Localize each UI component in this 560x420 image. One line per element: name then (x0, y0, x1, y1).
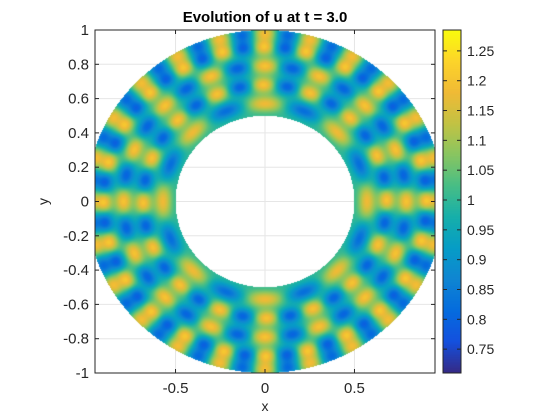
colorbar-tick-label: 0.75 (467, 341, 494, 357)
colorbar-tick-label: 1.2 (467, 73, 487, 89)
y-tick-label: -1 (76, 365, 89, 382)
colorbar-tick-label: 1.05 (467, 162, 494, 178)
y-tick-label: 1 (81, 22, 89, 39)
colorbar-tick-label: 1 (467, 192, 475, 208)
colorbar-tick-label: 0.9 (467, 252, 487, 268)
x-tick-label: 0 (261, 380, 269, 397)
chart-title: Evolution of u at t = 3.0 (183, 9, 348, 26)
y-tick-label: -0.8 (63, 331, 89, 348)
y-tick-label: 0 (81, 194, 89, 211)
colorbar-tick-label: 0.85 (467, 281, 494, 297)
colorbar-tick-label: 1.1 (467, 132, 487, 148)
y-tick-label: 0.4 (68, 125, 89, 142)
colorbar-ticks: 0.75 0.8 0.85 0.9 0.95 1 1.05 1.1 1.15 1.2 1.25 (443, 43, 494, 357)
colorbar-box (442, 29, 462, 374)
plot-area: -0.5 0 0.5 -1 -0.8 -0.6 -0.4 -0.2 0 0.2 0.4 0.6 0.8… (63, 22, 436, 397)
colorbar-gradient (443, 30, 461, 373)
y-tick-label: -0.4 (63, 262, 89, 279)
y-tick-label: 0.8 (68, 56, 89, 73)
x-ticks: -0.5 0 0.5 (163, 30, 365, 397)
colorbar-tick-label: 0.95 (467, 222, 494, 238)
colorbar-tick-label: 0.8 (467, 311, 487, 327)
heatmap-field (95, 30, 435, 373)
colorbar-tick-label: 1.15 (467, 103, 494, 119)
y-axis-label: y (35, 198, 51, 205)
y-tick-label: -0.2 (63, 228, 89, 245)
y-ticks: -1 -0.8 -0.6 -0.4 -0.2 0 0.2 0.4 0.6 0.8 1 (63, 22, 435, 382)
y-tick-label: 0.6 (68, 91, 89, 108)
x-axis-label: x (262, 398, 269, 414)
y-tick-label: 0.2 (68, 159, 89, 176)
x-tick-label: 0.5 (344, 380, 365, 397)
annulus-heatmap (95, 30, 435, 373)
colorbar-tick-label: 1.25 (467, 43, 494, 59)
colorbar: 0.75 0.8 0.85 0.9 0.95 1 1.05 1.1 1.15 1.2 1.25 (442, 29, 494, 374)
y-tick-label: -0.6 (63, 296, 89, 313)
x-tick-label: -0.5 (163, 380, 189, 397)
